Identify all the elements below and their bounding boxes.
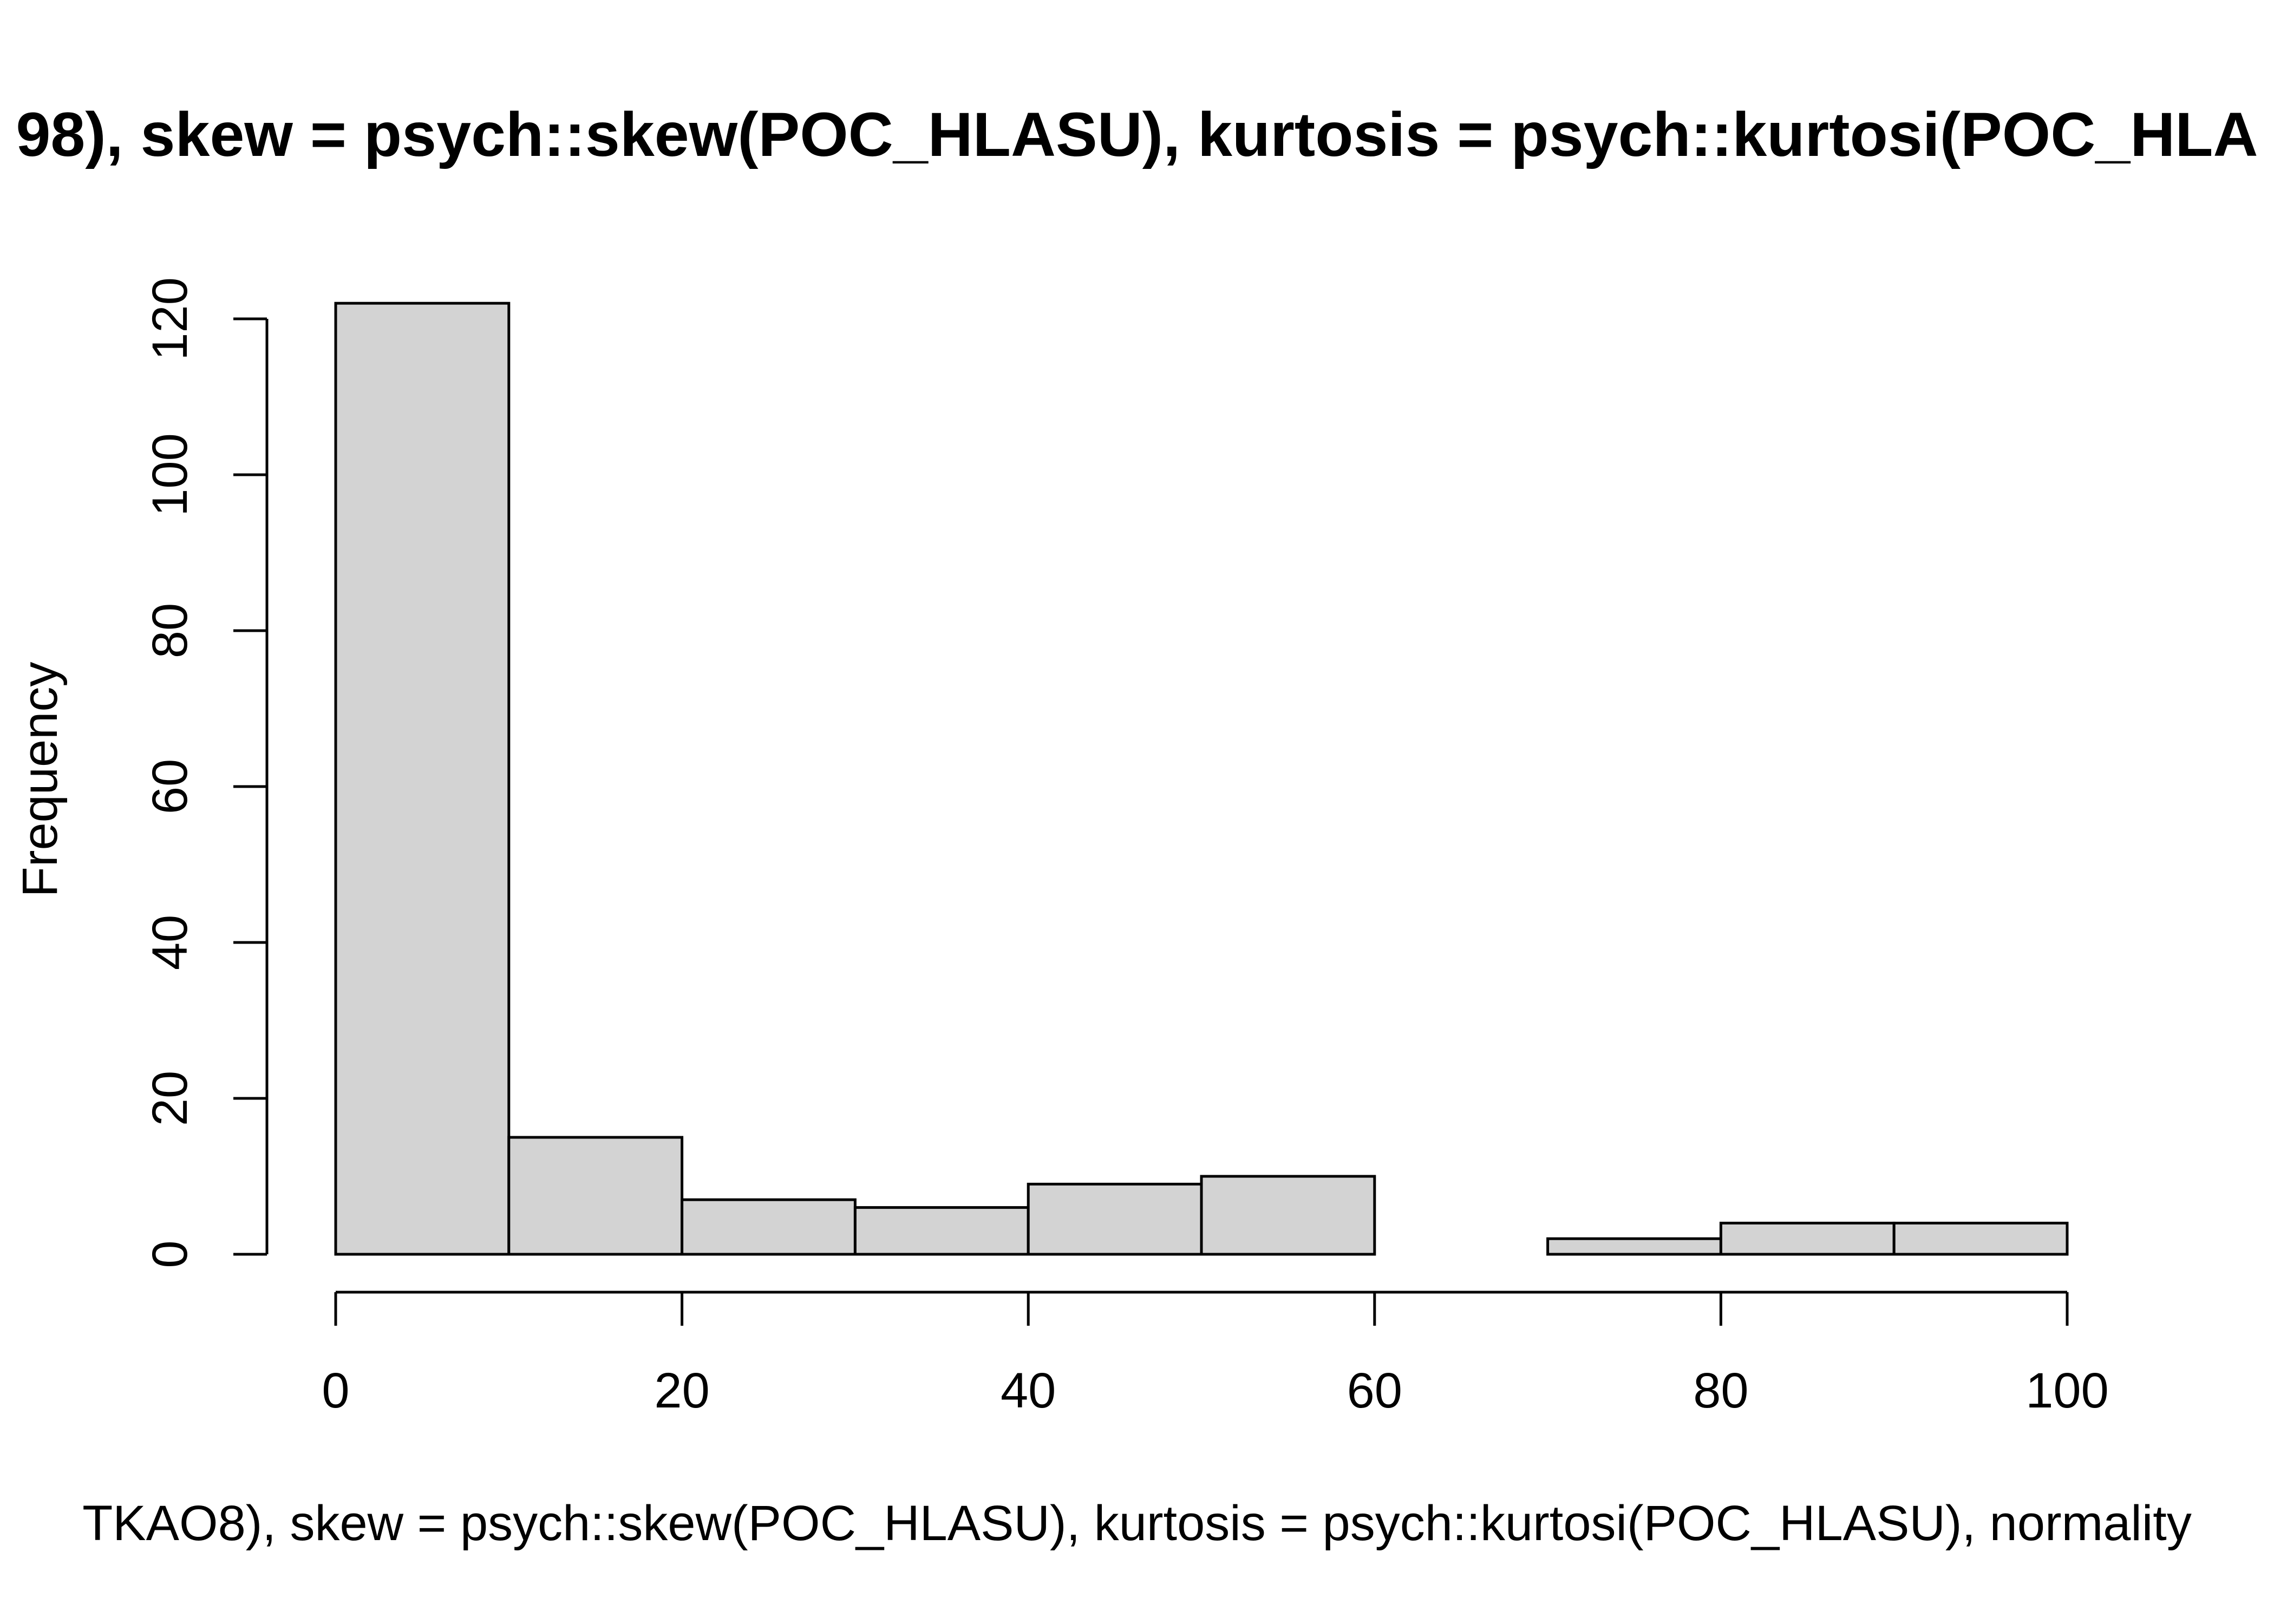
x-tick-label-80: 80 — [1693, 1363, 1748, 1418]
bars-group — [334, 302, 2069, 1256]
y-tick-label-0: 0 — [142, 1240, 198, 1268]
y-tick-label-120: 120 — [142, 277, 198, 361]
histogram-bar-90-100 — [1892, 1221, 2069, 1256]
histogram-bar-50-60 — [1200, 1175, 1376, 1256]
histogram-bar-30-40 — [853, 1206, 1030, 1256]
histogram-bar-0-10 — [334, 302, 511, 1256]
y-tick-label-20: 20 — [142, 1071, 198, 1126]
x-tick-label-20: 20 — [654, 1363, 709, 1418]
histogram-bar-10-20 — [507, 1136, 684, 1256]
y-tick-label-60: 60 — [142, 759, 198, 814]
x-tick-label-60: 60 — [1347, 1363, 1402, 1418]
x-tick-label-40: 40 — [1001, 1363, 1056, 1418]
histogram-bar-40-50 — [1027, 1182, 1203, 1256]
x-axis: 0 20 40 60 80 100 — [322, 1291, 2109, 1418]
x-axis-label: TKAO8), skew = psych::skew(POC_HLASU), k… — [82, 1496, 2192, 1551]
y-tick-label-40: 40 — [142, 915, 198, 970]
histogram-bar-70-80 — [1546, 1237, 1722, 1256]
y-axis-label: Frequency — [12, 662, 68, 898]
histogram-bar-20-30 — [681, 1198, 857, 1256]
y-axis: 0 20 40 60 80 100 120 — [142, 277, 269, 1268]
y-tick-label-100: 100 — [142, 433, 198, 516]
chart-title: 98), skew = psych::skew(POC_HLASU), kurt… — [16, 100, 2258, 169]
histogram-bar-80-90 — [1719, 1221, 1896, 1256]
y-tick-label-80: 80 — [142, 603, 198, 658]
x-tick-label-0: 0 — [322, 1363, 349, 1418]
x-tick-label-100: 100 — [2025, 1363, 2109, 1418]
